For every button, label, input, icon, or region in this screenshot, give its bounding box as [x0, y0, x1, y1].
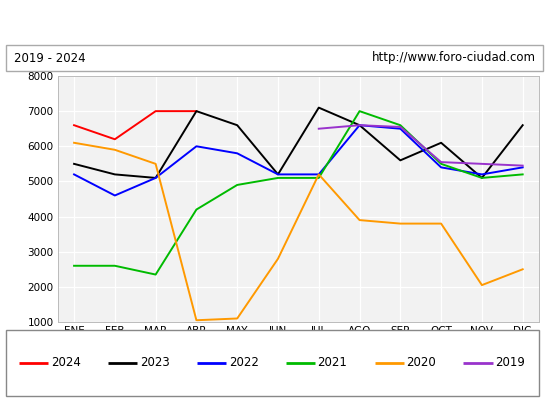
Text: Evolucion Nº Turistas Nacionales en el municipio de Barbastro: Evolucion Nº Turistas Nacionales en el m… [48, 14, 502, 28]
Text: 2020: 2020 [406, 356, 436, 370]
Text: 2019 - 2024: 2019 - 2024 [14, 52, 85, 64]
Text: 2021: 2021 [317, 356, 348, 370]
Text: 2019: 2019 [496, 356, 525, 370]
Text: 2023: 2023 [140, 356, 169, 370]
Text: http://www.foro-ciudad.com: http://www.foro-ciudad.com [372, 52, 536, 64]
Text: 2022: 2022 [229, 356, 258, 370]
Text: 2024: 2024 [51, 356, 81, 370]
Bar [6, 44, 543, 72]
